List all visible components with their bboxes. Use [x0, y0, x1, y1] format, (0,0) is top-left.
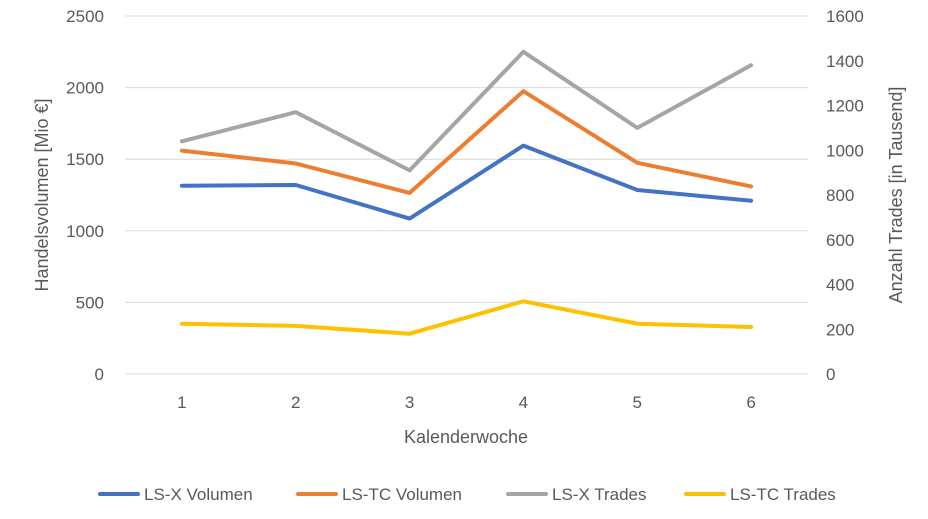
x-tick-label: 5 — [633, 393, 642, 412]
x-tick-label: 6 — [746, 393, 755, 412]
x-tick-label: 1 — [177, 393, 186, 412]
y2-tick-label: 0 — [826, 365, 835, 384]
legend-item: LS-TC Volumen — [296, 485, 462, 504]
series-line-ls-x-trades — [179, 49, 754, 173]
x-tick-label: 3 — [405, 393, 414, 412]
y2-tick-label: 1000 — [826, 141, 864, 160]
y-tick-label: 500 — [76, 293, 104, 312]
y2-tick-label: 200 — [826, 320, 854, 339]
y2-tick-label: 1200 — [826, 97, 864, 116]
y2-tick-label: 600 — [826, 231, 854, 250]
legend: LS-X Volumen LS-TC Volumen LS-X Trades LS-T… — [98, 485, 836, 504]
right-axis-ticks: 0 200 400 600 800 1000 1200 1400 1600 — [826, 7, 864, 384]
legend-item: LS-X Volumen — [98, 485, 253, 504]
x-axis-ticks: 1 2 3 4 5 6 — [177, 393, 756, 412]
legend-label: LS-X Volumen — [144, 485, 253, 504]
y2-tick-label: 1400 — [826, 52, 864, 71]
y2-tick-label: 1600 — [826, 7, 864, 26]
y-tick-label: 2000 — [66, 79, 104, 98]
series-lines — [179, 49, 754, 336]
series-line-ls-x-volumen — [179, 143, 754, 221]
y-tick-label: 1500 — [66, 150, 104, 169]
y2-tick-label: 400 — [826, 276, 854, 295]
y-tick-label: 2500 — [66, 7, 104, 26]
y2-tick-label: 800 — [826, 186, 854, 205]
gridlines — [125, 15, 808, 375]
y2-axis-title: Anzahl Trades [in Tausend] — [886, 87, 906, 304]
legend-label: LS-TC Volumen — [342, 485, 462, 504]
series-line-ls-tc-volumen — [179, 89, 754, 195]
legend-item: LS-TC Trades — [684, 485, 836, 504]
left-axis-ticks: 0 500 1000 1500 2000 2500 — [66, 7, 104, 384]
series-line-ls-tc-trades — [179, 299, 754, 336]
y-tick-label: 1000 — [66, 222, 104, 241]
x-tick-label: 2 — [291, 393, 300, 412]
x-axis-title: Kalenderwoche — [404, 427, 528, 447]
legend-item: LS-X Trades — [506, 485, 647, 504]
y-axis-title: Handelsvolumen [Mio €] — [32, 98, 52, 291]
x-tick-label: 4 — [519, 393, 528, 412]
legend-label: LS-X Trades — [552, 485, 647, 504]
legend-label: LS-TC Trades — [730, 485, 836, 504]
y-tick-label: 0 — [95, 365, 104, 384]
